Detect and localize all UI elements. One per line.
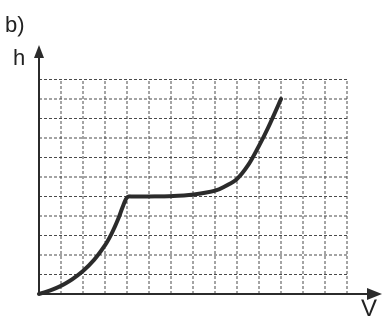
- x-axis-label: V: [361, 295, 377, 322]
- series-line: [37, 97, 283, 296]
- grid: [39, 79, 348, 294]
- y-axis-label: h: [13, 45, 25, 70]
- axes: [34, 45, 382, 300]
- y-axis-arrow: [34, 45, 44, 58]
- panel-label: b): [5, 12, 25, 37]
- x-axis-arrow: [367, 288, 382, 300]
